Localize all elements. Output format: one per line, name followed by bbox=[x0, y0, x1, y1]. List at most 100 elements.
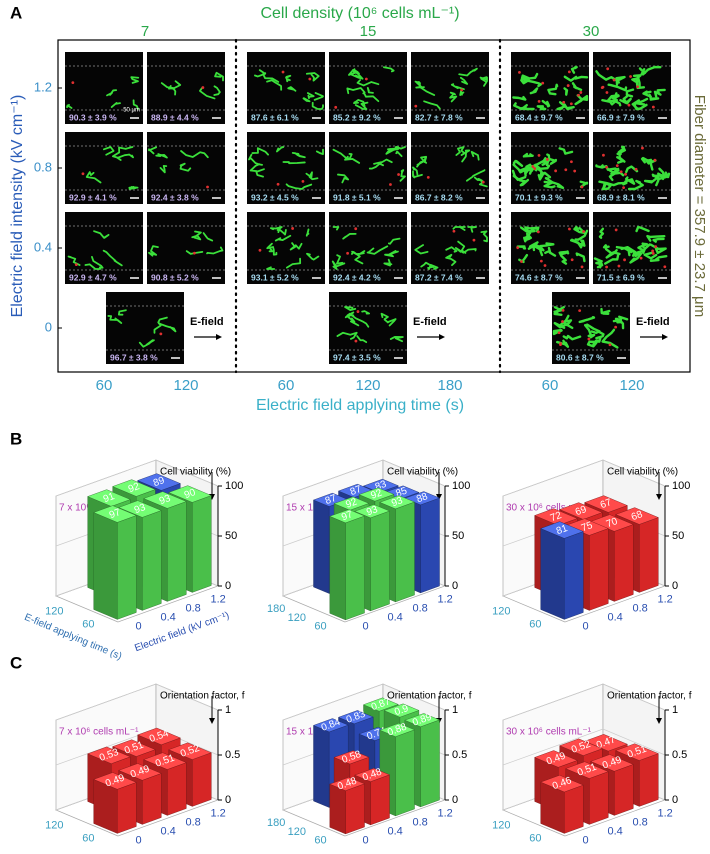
time-tick-label: 180 bbox=[267, 817, 285, 829]
cell bbox=[251, 147, 269, 156]
viability-label: 96.7 ± 3.8 % bbox=[110, 352, 158, 362]
cell bbox=[457, 240, 467, 254]
cell bbox=[306, 252, 320, 261]
dead-cell bbox=[578, 309, 582, 313]
micrograph bbox=[247, 52, 325, 124]
viability-label: 92.9 ± 4.1 % bbox=[69, 192, 117, 202]
z-tick-label: 0 bbox=[672, 794, 678, 806]
dead-cell bbox=[354, 339, 358, 343]
time-tick-label: 60 bbox=[529, 832, 541, 844]
cell bbox=[420, 261, 435, 268]
cell bbox=[159, 164, 168, 174]
dead-cell bbox=[608, 343, 612, 347]
x-tick-label: 120 bbox=[173, 377, 198, 394]
cell bbox=[607, 83, 628, 92]
dead-cell bbox=[308, 77, 312, 81]
value-label: 90 bbox=[183, 487, 198, 501]
cell bbox=[414, 80, 436, 96]
bar-top bbox=[404, 713, 441, 728]
z-tick-label: 50 bbox=[452, 530, 464, 542]
dead-cell bbox=[573, 169, 577, 173]
z-axis-label: Orientation factor, f bbox=[160, 691, 245, 702]
chart-title: 7 x 10⁶ cells mL⁻¹ bbox=[59, 727, 139, 738]
field-tick-label: 1.2 bbox=[438, 807, 453, 819]
cell bbox=[556, 101, 567, 111]
field-tick-label: 0.4 bbox=[608, 611, 623, 623]
cell bbox=[512, 174, 530, 187]
dead-cell bbox=[617, 264, 621, 268]
field-tick-label: 0.8 bbox=[413, 816, 428, 828]
cell bbox=[459, 76, 469, 85]
cell bbox=[649, 254, 668, 262]
grid-line bbox=[55, 683, 219, 721]
viability-label: 68.4 ± 9.7 % bbox=[515, 112, 563, 122]
y-tick-label: 1.2 bbox=[34, 79, 52, 94]
cell bbox=[578, 315, 596, 324]
cell bbox=[601, 328, 619, 349]
value-label: 88 bbox=[415, 491, 430, 505]
cell bbox=[354, 101, 369, 110]
dead-cell bbox=[354, 227, 358, 231]
cell bbox=[558, 147, 574, 155]
micrograph bbox=[65, 52, 143, 124]
chart-title: 30 x 10⁶ cells mL⁻¹ bbox=[506, 503, 592, 514]
cell bbox=[158, 322, 177, 333]
dead-cell bbox=[629, 75, 632, 78]
cell bbox=[148, 146, 158, 155]
cell bbox=[84, 263, 103, 270]
cell bbox=[274, 234, 292, 242]
bar-top bbox=[118, 500, 162, 518]
viability-label: 66.9 ± 7.9 % bbox=[597, 112, 645, 122]
cell bbox=[351, 250, 366, 256]
micrograph bbox=[329, 212, 407, 284]
bar-top bbox=[540, 521, 584, 539]
dead-cell bbox=[81, 172, 85, 176]
viability-label: 80.6 ± 8.7 % bbox=[556, 352, 604, 362]
cell bbox=[348, 69, 364, 80]
cell bbox=[254, 69, 267, 78]
cell bbox=[353, 99, 366, 108]
dead-cell bbox=[364, 77, 368, 81]
bar-top bbox=[383, 703, 420, 718]
bar-top bbox=[590, 754, 634, 772]
z-tick-label: 0.5 bbox=[225, 749, 240, 761]
field-tick-label: 0.4 bbox=[161, 825, 176, 837]
panel-title: Cell density (10⁶ cells mL⁻¹) bbox=[260, 5, 459, 22]
viability-label: 82.7 ± 7.8 % bbox=[415, 112, 463, 122]
cell bbox=[266, 79, 283, 91]
cell bbox=[600, 307, 611, 315]
bar: 0.49 bbox=[93, 772, 137, 834]
cell bbox=[155, 153, 168, 159]
cell bbox=[522, 152, 534, 158]
cell bbox=[544, 246, 557, 257]
time-tick-label: 120 bbox=[492, 819, 510, 831]
bar-face bbox=[395, 729, 415, 817]
cell bbox=[380, 312, 389, 324]
micrograph bbox=[147, 52, 225, 124]
cell bbox=[266, 242, 274, 253]
cell bbox=[199, 87, 216, 100]
viability-label: 92.9 ± 4.7 % bbox=[69, 272, 117, 282]
dead-cell bbox=[619, 170, 623, 174]
cell bbox=[563, 75, 589, 82]
dead-cell bbox=[651, 252, 655, 255]
cell bbox=[640, 156, 654, 171]
field-tick-label: 0 bbox=[363, 620, 369, 632]
time-tick-label: 120 bbox=[288, 826, 306, 838]
cell bbox=[116, 153, 134, 161]
panel-label: B bbox=[10, 429, 22, 448]
cell bbox=[601, 181, 612, 191]
z-axis-label: Cell viability (%) bbox=[607, 467, 678, 478]
cell bbox=[558, 251, 568, 265]
cell bbox=[627, 179, 644, 191]
bar-face bbox=[589, 771, 609, 825]
cell bbox=[598, 227, 605, 239]
dead-cell bbox=[452, 229, 456, 233]
bar-top bbox=[615, 743, 659, 761]
cell bbox=[390, 146, 406, 152]
bar-top bbox=[168, 485, 212, 503]
cell bbox=[291, 151, 306, 159]
viability-label: 88.9 ± 4.4 % bbox=[151, 112, 199, 122]
bar-face bbox=[345, 515, 365, 621]
cell bbox=[102, 146, 115, 156]
